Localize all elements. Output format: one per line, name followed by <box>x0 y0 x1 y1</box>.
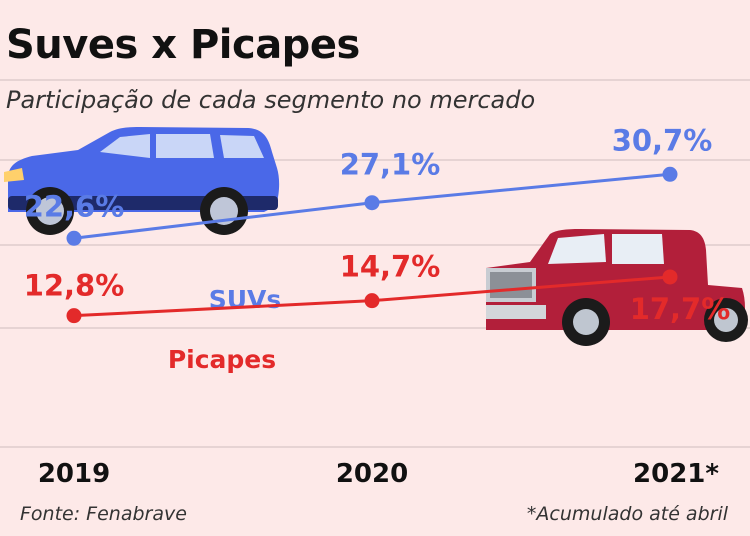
x-tick-label: 2020 <box>336 459 408 489</box>
suv-value-label: 27,1% <box>340 148 441 182</box>
suv-value-label: 30,7% <box>612 123 713 157</box>
suv-car-illustration <box>4 127 280 235</box>
chart-subtitle: Participação de cada segmento no mercado <box>6 86 536 114</box>
suv-value-label: 22,6% <box>24 189 125 223</box>
footnote: *Acumulado até abril <box>526 503 728 525</box>
chart-title: Suves x Picapes <box>6 22 360 68</box>
picape-series-name: Picapes <box>168 345 276 374</box>
source-note: Fonte: Fenabrave <box>20 503 187 525</box>
x-axis: 2019 2020 2021* <box>38 459 720 489</box>
x-tick-label: 2019 <box>38 459 110 489</box>
x-tick-label: 2021* <box>633 459 719 489</box>
picape-point <box>662 269 678 285</box>
picape-point <box>364 293 380 309</box>
pickup-truck-illustration <box>486 229 748 346</box>
suv-point <box>662 166 678 182</box>
picape-value-label: 17,7% <box>630 292 731 326</box>
picape-point <box>66 308 82 324</box>
picape-value-label: 12,8% <box>24 269 125 303</box>
suv-point <box>364 195 380 211</box>
suv-point <box>66 230 82 246</box>
picape-value-label: 14,7% <box>340 250 441 284</box>
series-layer: 22,6%27,1%30,7%SUVs12,8%14,7%17,7%Picape… <box>24 123 731 374</box>
